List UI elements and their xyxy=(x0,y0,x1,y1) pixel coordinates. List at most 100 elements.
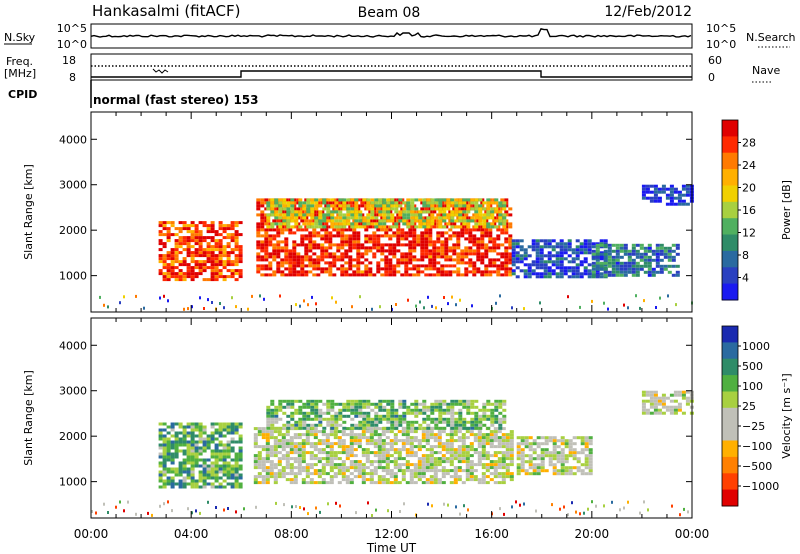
power-cell xyxy=(162,242,167,246)
velocity-cell xyxy=(182,452,187,456)
velocity-cell xyxy=(162,440,167,444)
power-cell xyxy=(424,255,429,259)
power-cell xyxy=(352,243,357,247)
power-cell xyxy=(342,219,347,223)
power-cell xyxy=(190,254,195,258)
velocity-cell xyxy=(418,411,423,415)
velocity-cell xyxy=(477,442,482,446)
power-cell xyxy=(268,264,273,268)
velocity-cell xyxy=(341,451,346,455)
velocity-cell xyxy=(265,481,270,485)
power-cell xyxy=(462,222,467,226)
power-cell xyxy=(338,198,343,202)
velocity-cell xyxy=(318,420,323,424)
velocity-cell xyxy=(509,472,514,476)
velocity-cell xyxy=(162,464,167,468)
power-cell xyxy=(587,251,592,255)
power-ylabel: Slant Range [km] xyxy=(22,164,35,260)
velocity-cell xyxy=(532,466,537,470)
power-cell xyxy=(665,202,670,206)
power-cell xyxy=(230,233,235,237)
velocity-cell xyxy=(540,442,545,446)
velocity-cell xyxy=(520,448,525,452)
velocity-cell xyxy=(338,411,343,415)
velocity-cell xyxy=(457,454,462,458)
velocity-cell xyxy=(297,469,302,473)
power-cell xyxy=(639,255,644,259)
power-cell xyxy=(300,234,305,238)
velocity-cell xyxy=(458,411,463,415)
power-cell xyxy=(458,213,463,217)
power-cell xyxy=(370,210,375,214)
velocity-cell xyxy=(365,466,370,470)
power-cell xyxy=(392,234,397,238)
velocity-cell xyxy=(385,454,390,458)
power-cell xyxy=(444,264,449,268)
power-cell xyxy=(356,261,361,265)
power-cell xyxy=(296,252,301,256)
velocity-cell xyxy=(389,454,394,458)
power-cell xyxy=(382,207,387,211)
power-cell xyxy=(174,278,179,282)
power-cell xyxy=(182,257,187,261)
velocity-cell xyxy=(580,451,585,455)
velocity-cell xyxy=(461,460,466,464)
power-cell xyxy=(603,267,608,271)
velocity-cell xyxy=(238,482,243,486)
power-cell xyxy=(335,300,337,304)
velocity-cell xyxy=(349,430,354,434)
velocity-cell xyxy=(166,458,171,462)
power-ytick-label: 3000 xyxy=(59,179,87,192)
power-cell xyxy=(260,255,265,259)
velocity-cell xyxy=(490,423,495,427)
velocity-cell xyxy=(528,454,533,458)
power-cell xyxy=(492,264,497,268)
velocity-cell xyxy=(453,478,458,482)
velocity-cell xyxy=(421,430,426,434)
velocity-cell xyxy=(341,445,346,449)
velocity-cell xyxy=(458,402,463,406)
velocity-cell xyxy=(685,390,690,394)
velocity-cell xyxy=(401,475,406,479)
nave-tick-bottom: 0 xyxy=(708,71,715,84)
power-cell xyxy=(370,204,375,208)
velocity-cell xyxy=(441,448,446,452)
velocity-cell xyxy=(520,439,525,443)
velocity-cell xyxy=(576,451,581,455)
power-cell xyxy=(500,252,505,256)
power-cell xyxy=(278,210,283,214)
velocity-cell xyxy=(178,443,183,447)
velocity-cell xyxy=(461,442,466,446)
power-cell xyxy=(288,270,293,274)
power-cell xyxy=(306,204,311,208)
power-cell xyxy=(310,210,315,214)
velocity-cell xyxy=(158,455,163,459)
power-cell xyxy=(563,269,568,273)
power-cell xyxy=(230,239,235,243)
power-cell xyxy=(492,246,497,250)
power-cell xyxy=(685,193,690,197)
velocity-cell xyxy=(310,399,315,403)
power-cell xyxy=(410,213,415,217)
power-cell xyxy=(547,272,552,276)
velocity-cell xyxy=(309,472,314,476)
velocity-cell xyxy=(385,448,390,452)
power-cell xyxy=(368,270,373,274)
velocity-cell xyxy=(337,442,342,446)
power-cell xyxy=(563,242,568,246)
power-cell xyxy=(380,252,385,256)
power-cell xyxy=(426,222,431,226)
velocity-cell xyxy=(290,414,295,418)
power-cell xyxy=(615,255,620,259)
power-cell xyxy=(338,216,343,220)
velocity-cell xyxy=(186,440,191,444)
power-cell xyxy=(278,201,283,205)
velocity-cell xyxy=(269,433,274,437)
velocity-cell xyxy=(377,436,382,440)
power-cell xyxy=(498,219,503,223)
velocity-cell xyxy=(357,433,362,437)
velocity-cell xyxy=(274,411,279,415)
velocity-cell xyxy=(151,513,153,517)
power-cell xyxy=(384,249,389,253)
power-cell xyxy=(392,255,397,259)
